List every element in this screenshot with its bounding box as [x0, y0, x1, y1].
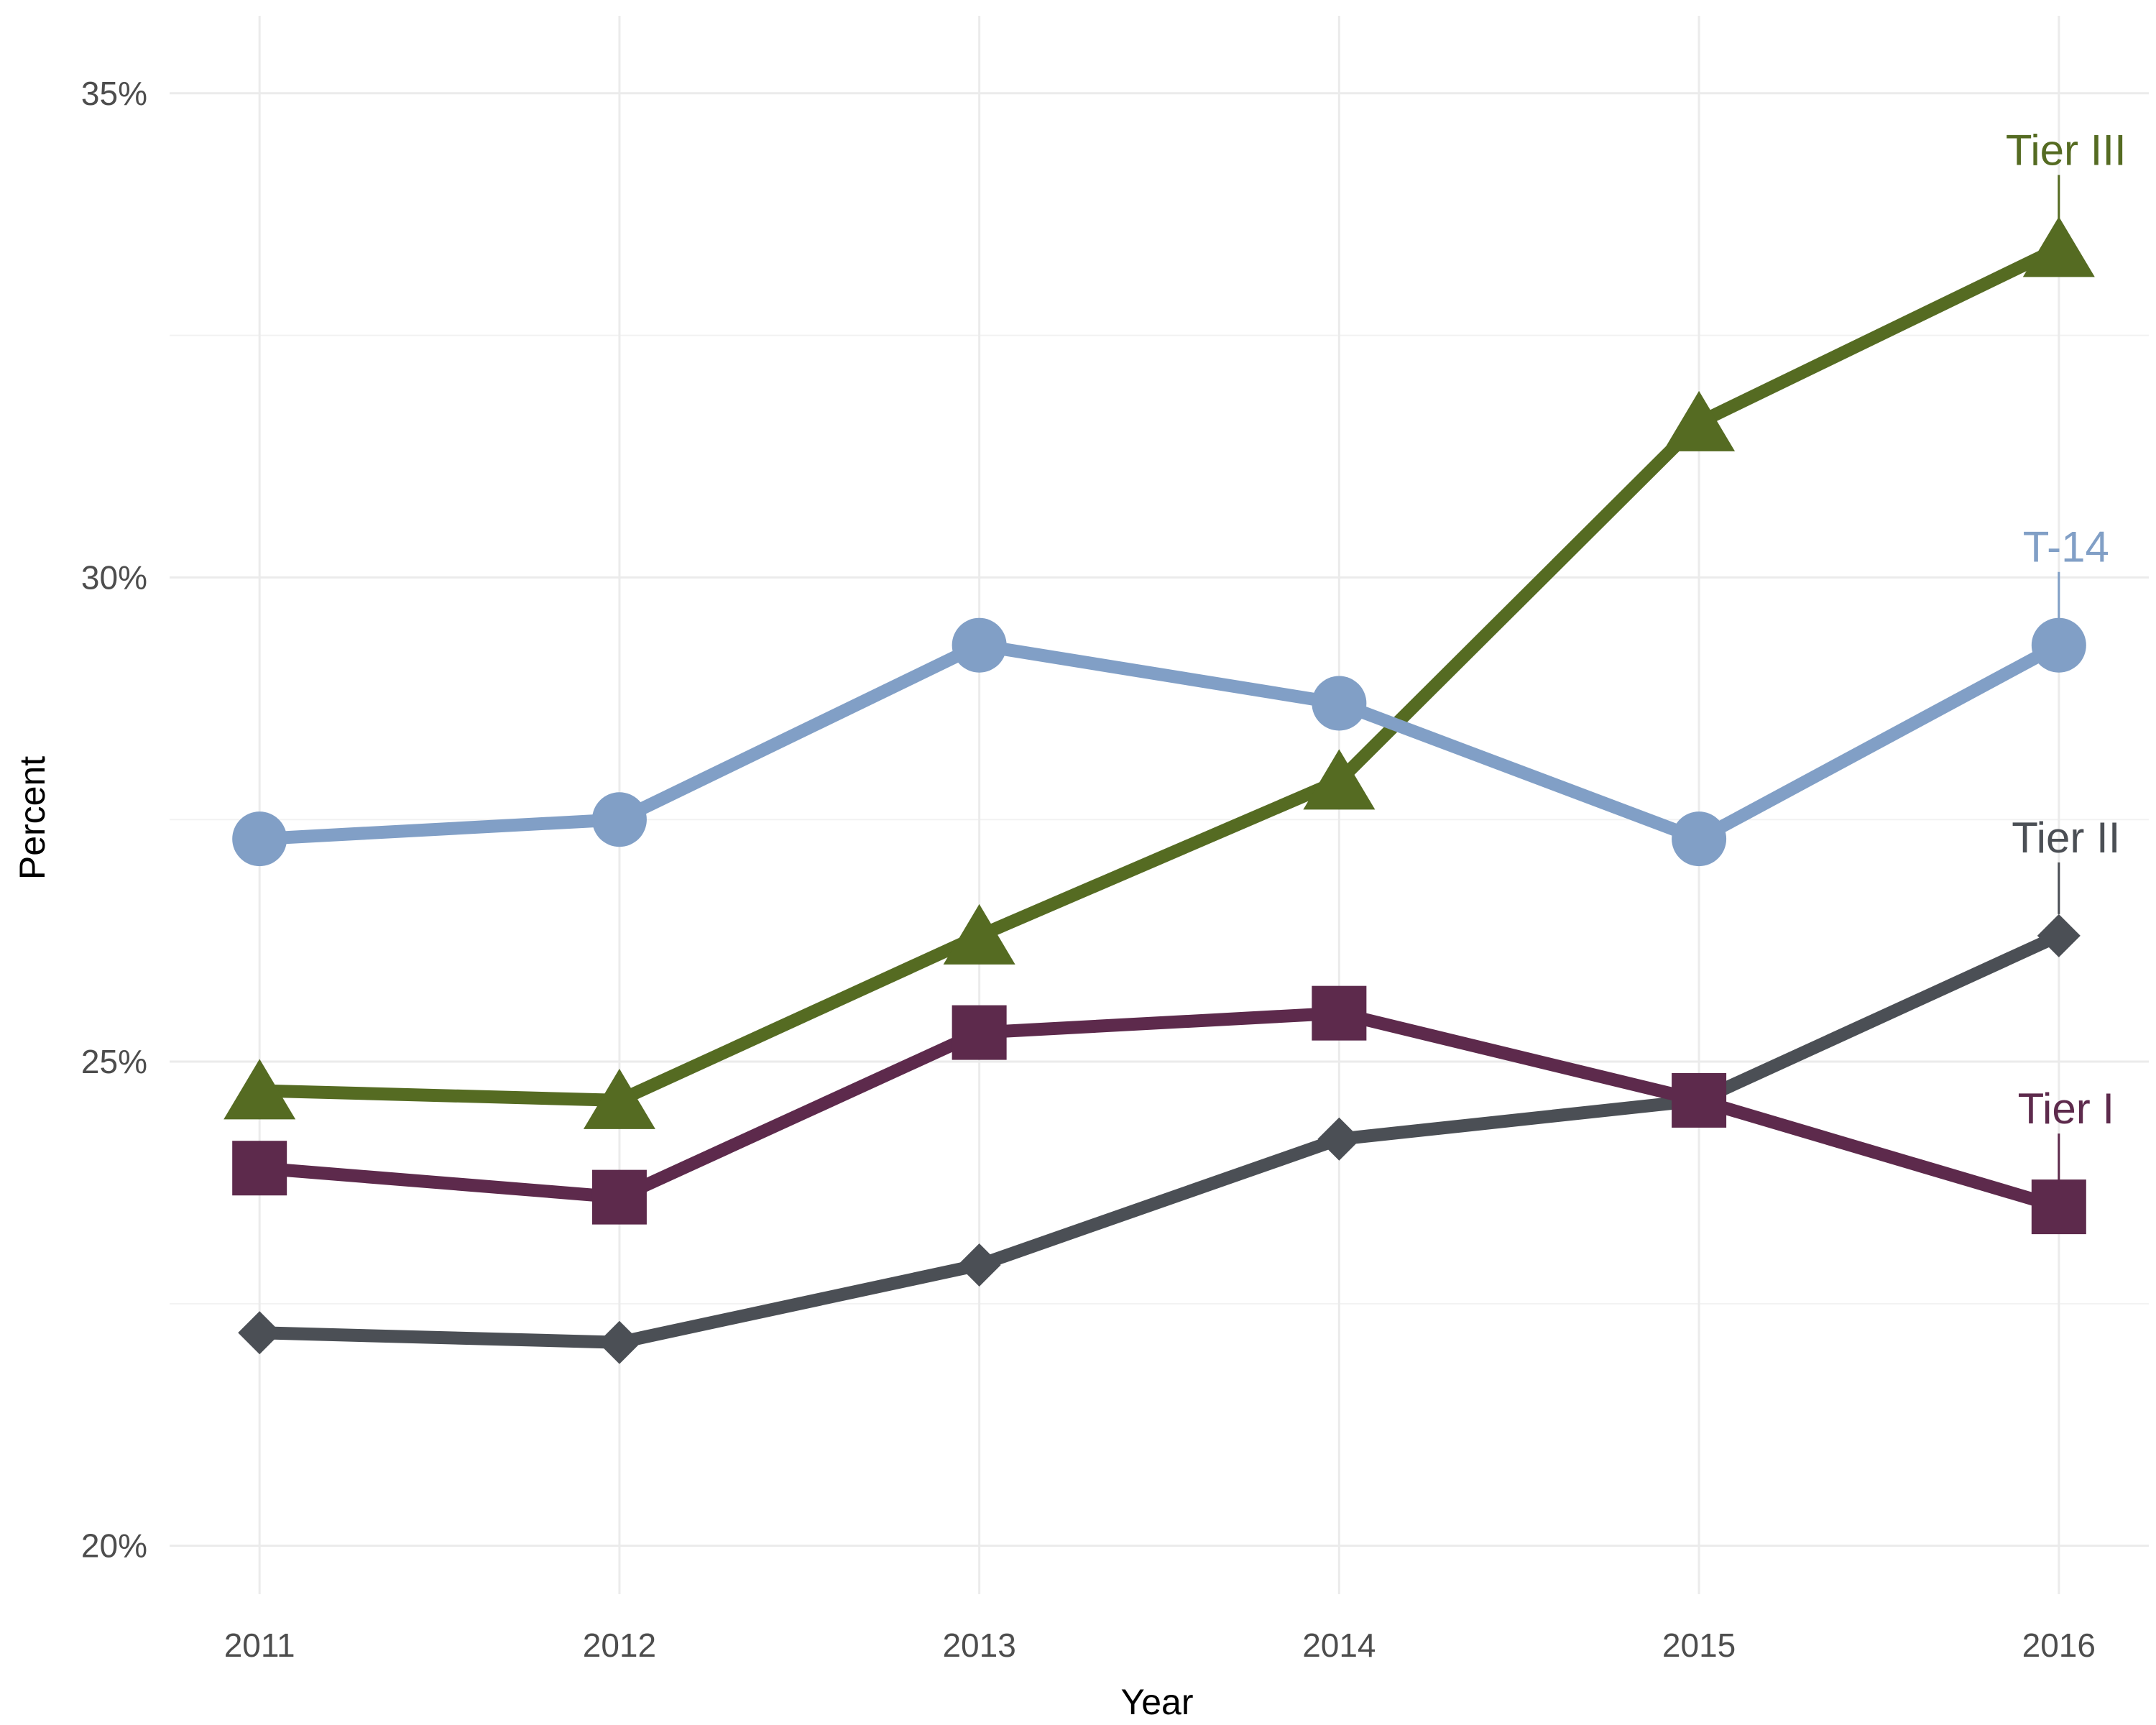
x-tick-label: 2011	[224, 1627, 295, 1664]
x-axis-ticks: 2011 2012 2013 2014 2015 2016	[224, 1627, 2096, 1664]
series-line-tier-i	[253, 1006, 2065, 1214]
data-point-tier-ii	[597, 1320, 641, 1364]
data-point-tier-ii	[238, 1311, 282, 1355]
x-axis-title: Year	[1120, 1682, 1193, 1722]
data-point-tier-ii	[957, 1243, 1001, 1287]
data-point-tier-iii	[2022, 216, 2095, 277]
series-tier-iii: Tier III	[224, 126, 2127, 1129]
x-tick-label: 2015	[1662, 1627, 1736, 1664]
y-tick-label: 20%	[81, 1527, 147, 1565]
data-point-tier-i	[591, 1169, 647, 1225]
data-point-t-14	[952, 617, 1007, 673]
data-point-tier-ii	[2037, 914, 2081, 957]
series-tier-i: Tier I	[232, 985, 2114, 1235]
series-label-tier-iii: Tier III	[2006, 126, 2127, 174]
y-axis-ticks: 20% 25% 30% 35%	[81, 75, 147, 1565]
series-line-tier-ii	[253, 929, 2065, 1349]
data-point-tier-iii	[1663, 390, 1736, 451]
series-line-t-14	[253, 638, 2065, 846]
y-axis-title: Percent	[12, 756, 52, 880]
x-tick-label: 2013	[942, 1627, 1015, 1664]
data-point-tier-i	[2031, 1179, 2086, 1235]
x-tick-label: 2016	[2022, 1627, 2096, 1664]
data-point-t-14	[591, 792, 647, 847]
data-point-tier-iii	[583, 1068, 655, 1129]
data-point-t-14	[1672, 811, 1727, 867]
series-label-tier-i: Tier I	[2018, 1085, 2114, 1133]
series-label-tier-ii: Tier II	[2012, 814, 2120, 862]
y-tick-label: 35%	[81, 75, 147, 112]
data-point-tier-iii	[943, 903, 1015, 965]
data-point-tier-i	[1312, 985, 1367, 1041]
series-line-tier-iii	[253, 242, 2065, 1107]
data-point-t-14	[1312, 676, 1367, 731]
data-point-tier-i	[232, 1141, 287, 1196]
y-tick-label: 25%	[81, 1043, 147, 1080]
x-tick-label: 2012	[583, 1627, 656, 1664]
series-layer: Tier III T-14 Tier II Tier I	[224, 126, 2127, 1364]
series-t-14: T-14	[232, 523, 2109, 867]
data-point-t-14	[232, 811, 287, 867]
data-point-tier-ii	[1317, 1117, 1361, 1161]
data-point-tier-iii	[224, 1059, 296, 1120]
grid	[170, 16, 2149, 1594]
data-point-tier-i	[1672, 1072, 1727, 1128]
data-point-tier-i	[952, 1005, 1007, 1060]
data-point-tier-iii	[1303, 749, 1376, 810]
y-tick-label: 30%	[81, 558, 147, 596]
x-tick-label: 2014	[1302, 1627, 1376, 1664]
series-label-t-14: T-14	[2023, 523, 2109, 571]
data-point-t-14	[2031, 617, 2086, 673]
